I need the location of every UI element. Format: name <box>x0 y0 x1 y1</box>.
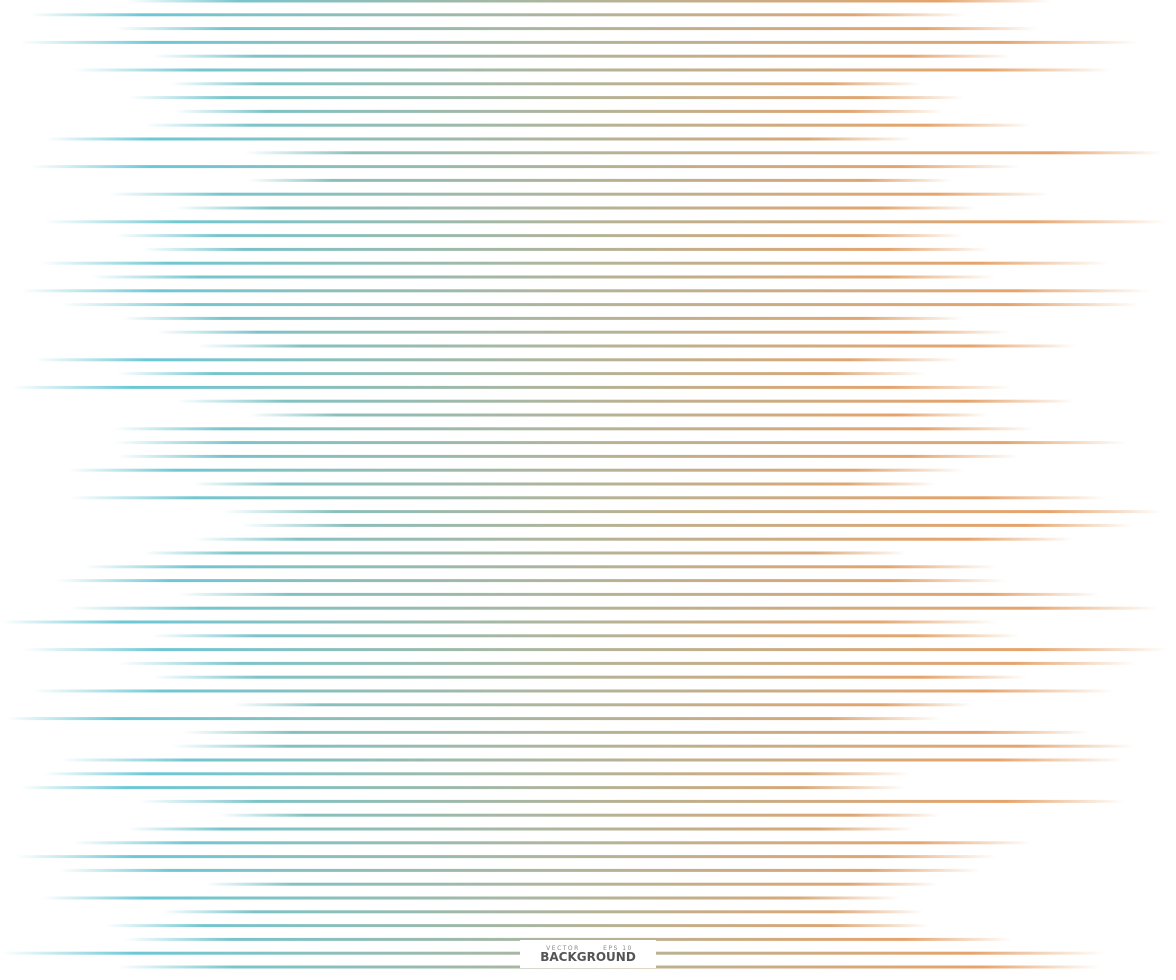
stripe <box>21 786 906 790</box>
stripe <box>118 661 1136 665</box>
stripe <box>72 841 1032 845</box>
stripe <box>171 744 1135 748</box>
stripe <box>16 855 997 859</box>
stripe <box>104 924 930 928</box>
stripe <box>127 0 1052 3</box>
stripe <box>45 137 914 141</box>
stripe <box>115 234 963 238</box>
stripe <box>122 316 964 320</box>
stripe <box>117 372 925 376</box>
stripe <box>59 868 980 872</box>
stripe <box>114 441 1127 445</box>
caption-backing <box>520 940 656 968</box>
stripe <box>142 247 990 251</box>
stripe <box>59 758 1125 762</box>
stripe <box>1 620 998 624</box>
stripe <box>124 937 1012 941</box>
stripe <box>23 648 1168 652</box>
stripe <box>233 703 972 707</box>
stripe <box>32 689 1115 693</box>
stripe <box>69 606 1159 610</box>
stripe <box>139 799 1125 803</box>
stripe <box>178 592 1100 596</box>
stripe <box>223 510 1162 514</box>
caption-small-right: EPS 10 <box>603 945 633 952</box>
stripe <box>183 730 1089 734</box>
stripe <box>31 165 1020 169</box>
stripe <box>109 192 1049 196</box>
stripe <box>193 482 936 486</box>
stripe <box>43 772 911 776</box>
stripe <box>42 896 901 900</box>
stripe <box>115 27 1037 31</box>
stripe <box>153 54 1011 58</box>
stripe <box>70 496 1107 500</box>
stripe <box>12 385 1012 389</box>
stripe <box>170 82 921 86</box>
stripe <box>152 634 1020 638</box>
stripe <box>248 178 952 182</box>
stripe <box>174 206 976 210</box>
stripe <box>177 399 1075 403</box>
caption-small-left: VECTOR <box>546 945 580 952</box>
stripe <box>162 910 924 914</box>
stripe <box>156 330 1009 334</box>
stripe <box>240 523 1133 527</box>
stripe <box>30 13 966 17</box>
stripe <box>129 96 964 100</box>
stripe <box>197 344 1077 348</box>
stripe <box>174 109 943 113</box>
stripe <box>248 413 988 417</box>
stripe <box>145 123 1032 127</box>
stripe <box>152 675 1027 679</box>
stripe <box>68 468 964 472</box>
stripe <box>194 537 1073 541</box>
stripe <box>35 358 961 362</box>
stripe <box>20 40 1138 44</box>
stripe <box>84 565 997 569</box>
stripe <box>205 882 937 886</box>
stripe <box>39 261 1109 265</box>
stripe <box>73 68 1111 72</box>
stripe <box>55 579 1007 583</box>
stripe <box>244 151 1162 155</box>
caption-title: BACKGROUND <box>540 950 636 964</box>
stripe <box>20 289 1151 293</box>
stripe <box>62 303 1139 307</box>
stripe <box>6 717 942 721</box>
stripe <box>219 813 940 817</box>
stripe <box>44 220 1167 224</box>
stripe <box>117 454 1019 458</box>
stripe <box>128 827 915 831</box>
stripe <box>144 551 907 555</box>
stripe <box>91 275 995 279</box>
stripe <box>113 427 1034 431</box>
